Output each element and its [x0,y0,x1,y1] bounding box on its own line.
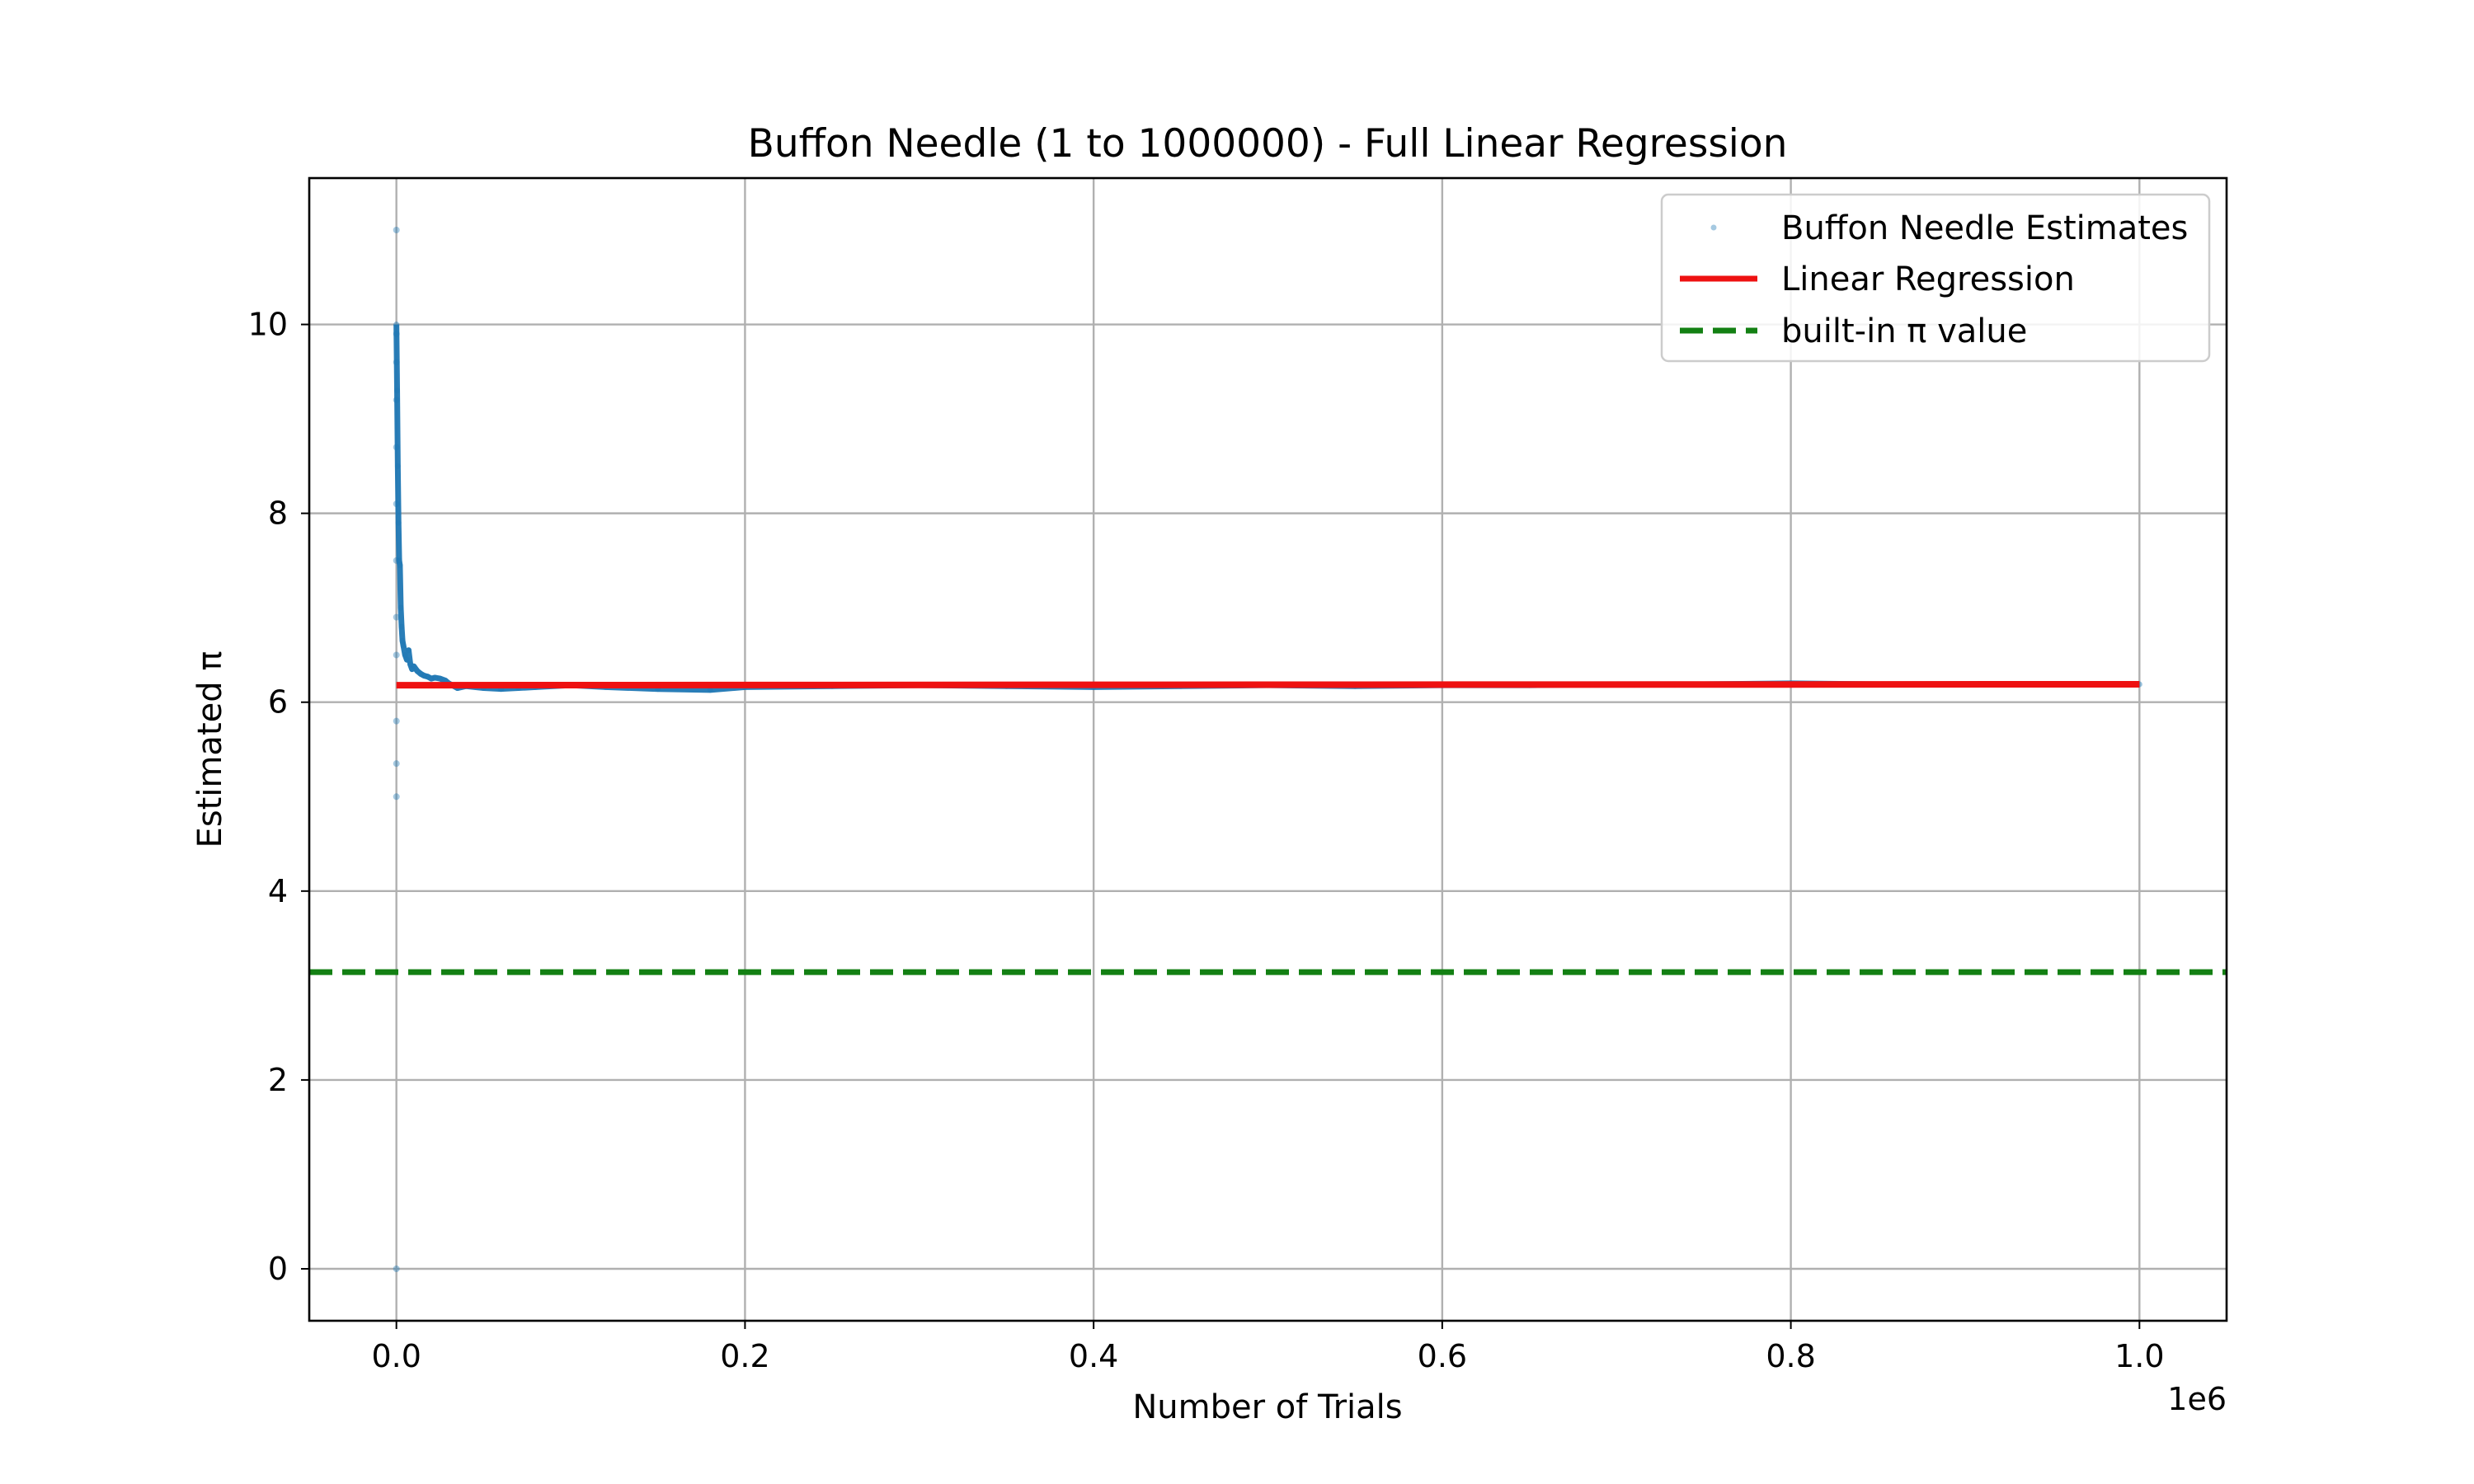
estimate-point [393,793,400,801]
plot-frame [308,176,2228,1322]
estimate-point [397,604,404,611]
estimate-point [400,642,407,649]
estimate-point [425,674,431,680]
x-tick-label: 0.4 [1069,1338,1118,1374]
estimate-point [431,674,438,681]
estimate-point [437,675,444,682]
y-tick-label: 2 [268,1062,288,1098]
estimate-point [393,227,400,233]
estimate-point [399,637,406,644]
axis-ticks: 0.0 0.2 0.4 0.6 0.8 1.0 0 2 4 6 8 10 [248,307,2165,1374]
x-tick-label: 0.2 [720,1338,769,1374]
estimate-point [393,760,400,768]
estimate-point [393,322,400,328]
y-tick-label: 4 [268,873,288,909]
estimate-point [411,663,417,669]
legend-box [1660,193,2211,363]
grid-lines [309,178,2227,1321]
legend-label-regression: Linear Regression [1781,261,2075,298]
estimate-point [393,359,400,366]
x-axis-offset-label: 1e6 [2167,1381,2227,1417]
estimate-point [393,651,400,659]
y-tick-label: 8 [268,495,288,532]
legend: Buffon Needle Estimates Linear Regressio… [1660,193,2211,363]
estimate-point [394,463,401,469]
x-tick-label: 0.0 [371,1338,421,1374]
estimate-point [393,613,400,621]
estimate-point [398,623,405,630]
estimate-point [395,519,402,526]
y-tick-label: 10 [248,307,288,343]
estimate-point [393,500,400,508]
x-tick-label: 0.8 [1766,1338,1815,1374]
estimate-point [407,661,414,668]
legend-label-estimates: Buffon Needle Estimates [1781,209,2188,247]
estimate-point [409,666,416,673]
legend-marker-estimates [1710,224,1717,231]
estimate-point [403,656,410,663]
estimate-point [421,673,427,679]
estimate-point [393,444,400,451]
x-tick-label: 1.0 [2114,1338,2164,1374]
chart-title: Buffon Needle (1 to 1000000) - Full Line… [748,121,1788,167]
estimate-point [414,668,421,674]
estimate-point [405,647,412,654]
estimate-point [396,557,402,564]
y-tick-label: 0 [268,1251,288,1287]
x-tick-label: 0.6 [1418,1338,1467,1374]
legend-label-pi: built-in π value [1781,312,2027,350]
y-axis-label: Estimated π [191,651,229,848]
estimate-point [402,651,408,658]
estimate-point [393,397,400,404]
estimate-point [393,717,400,725]
estimate-point [428,675,435,682]
estimate-point [397,562,403,569]
estimate-point [393,556,400,564]
plot-data [309,227,2227,1272]
estimate-point [393,331,400,337]
estimate-point [394,387,401,394]
estimate-point [707,687,713,693]
x-axis-label: Number of Trials [1132,1388,1402,1426]
regression-line [396,680,2140,689]
estimate-point [393,1266,400,1272]
y-tick-label: 6 [268,684,288,721]
estimate-point [417,670,424,677]
